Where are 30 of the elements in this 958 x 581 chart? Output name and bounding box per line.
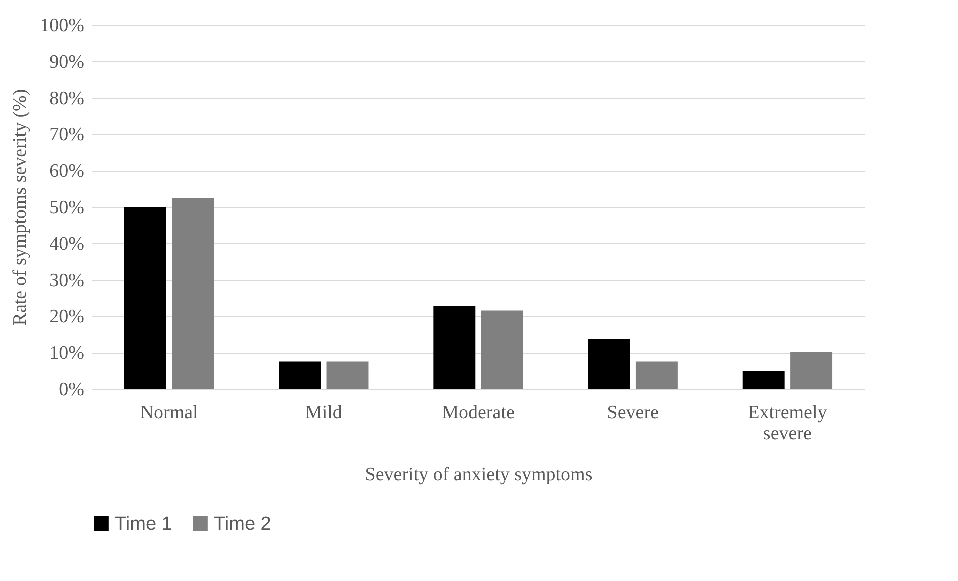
y-tick-label: 50% (50, 198, 85, 218)
y-tick-label: 70% (50, 124, 85, 146)
y-tick-label: 0% (59, 380, 85, 400)
y-tick-label: 30% (50, 270, 85, 292)
bar (588, 339, 630, 389)
y-tick-label: 40% (50, 234, 85, 255)
y-axis-title: Rate of symptoms severity (%) (10, 89, 32, 326)
x-tick-label: Extremely severe (748, 402, 828, 444)
x-tick-label: Mild (305, 402, 343, 424)
bar (172, 198, 214, 389)
bar (279, 362, 322, 389)
bar (326, 362, 369, 389)
y-tick-label: 90% (50, 52, 85, 73)
bar (124, 207, 166, 389)
x-axis-title: Severity of anxiety symptoms (365, 464, 593, 486)
bar (742, 371, 785, 389)
y-tick-label: 80% (50, 88, 85, 110)
bar (481, 310, 524, 389)
x-tick-label: Moderate (442, 402, 515, 424)
legend-label: Time 1 (115, 514, 172, 535)
y-tick-label: 100% (40, 16, 85, 36)
y-tick-label: 20% (50, 306, 85, 328)
x-tick-label: Normal (140, 402, 198, 424)
y-tick-label: 10% (50, 343, 85, 364)
legend-label: Time 2 (214, 514, 272, 535)
y-tick-label: 60% (50, 161, 85, 182)
bar (790, 352, 833, 389)
bar (434, 306, 476, 389)
bar (636, 362, 678, 389)
x-tick-label: Severe (607, 402, 659, 424)
